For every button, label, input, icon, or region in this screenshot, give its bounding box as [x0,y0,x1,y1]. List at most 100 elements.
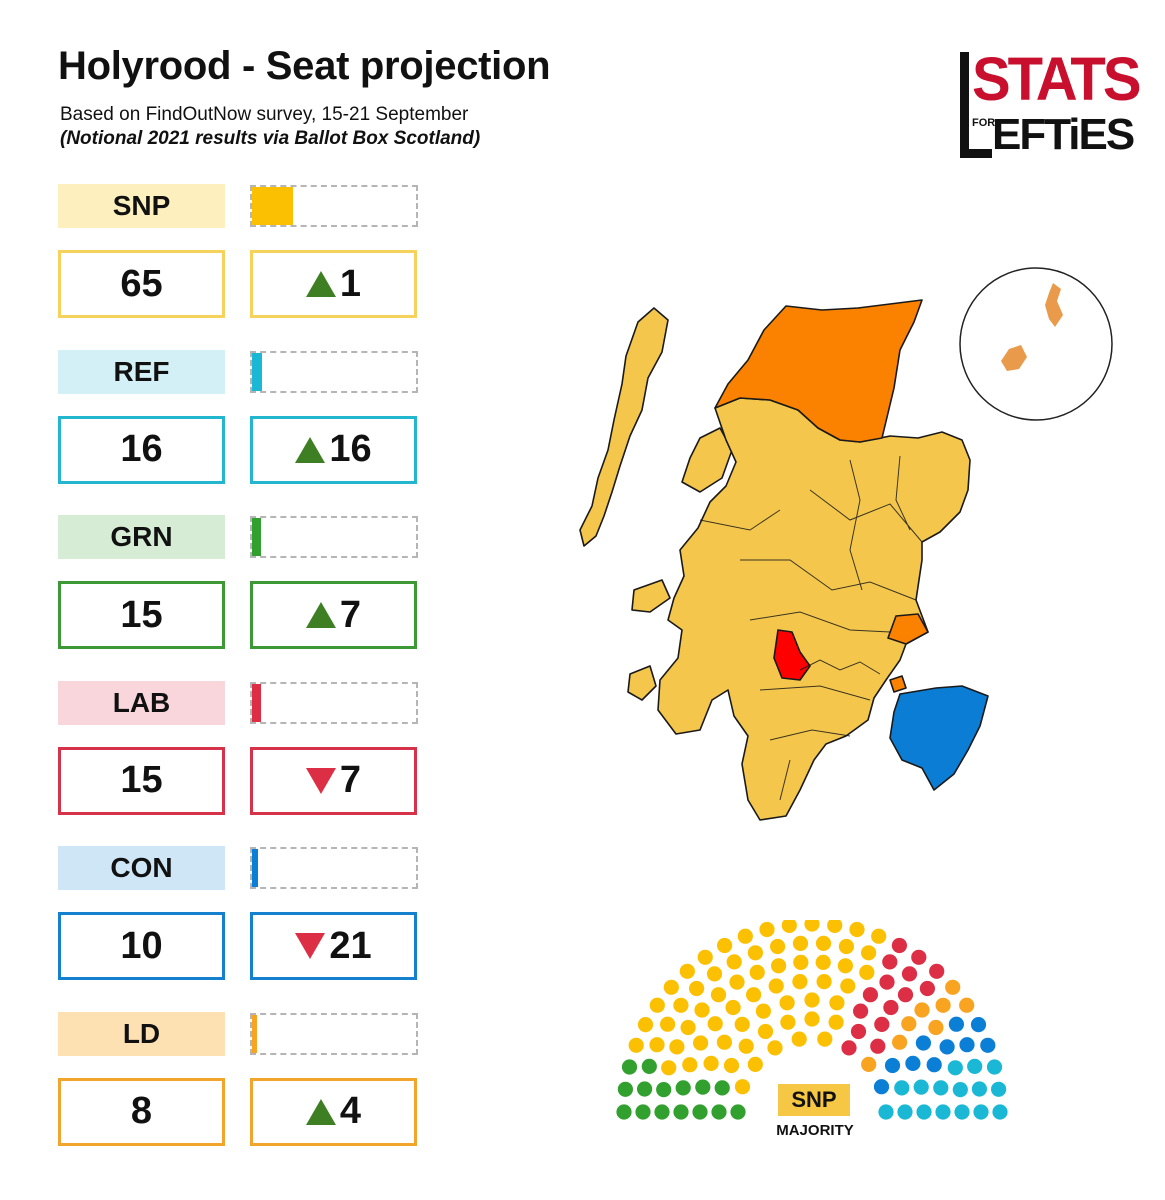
seat-dot-con [926,1057,942,1073]
logo-bar-vertical [960,52,969,158]
seat-dot-snp [673,997,689,1013]
seat-change-ref: 16 [250,415,417,484]
seat-dot-ld [892,1034,908,1050]
seat-dot-snp [781,920,797,933]
seat-count-con: 10 [58,912,225,980]
seat-dot-ld [901,1016,917,1032]
seat-dot-snp [717,937,733,954]
seat-bar-con [252,849,258,887]
down-arrow-icon [295,933,326,959]
seat-bar-snp [252,187,293,225]
seat-dot-ref [952,1082,968,1098]
seat-change-value-ref: 16 [329,428,372,470]
seat-change-grn: 7 [250,581,417,649]
seat-dot-con [939,1039,955,1055]
seat-dot-con [959,1037,975,1053]
seat-dot-lab [911,949,927,965]
seat-dot-ref [916,1104,932,1120]
seat-dot-ref [954,1104,970,1120]
seat-dot-snp [804,1011,820,1027]
seat-change-ld: 4 [250,1077,417,1146]
seat-dot-grn [675,1080,691,1096]
map-western-isles [579,307,669,547]
seat-dot-snp [707,1016,723,1032]
seat-dot-lab [891,937,907,954]
seat-dot-grn [641,1058,657,1074]
map-boundary-3 [749,611,891,633]
seat-dot-snp [828,1014,844,1030]
map-boundary-8 [799,659,881,675]
seat-dot-ld [935,997,951,1013]
seat-count-lab: 15 [58,746,225,815]
seat-change-lab: 7 [250,746,417,815]
seat-bar-track-ld [250,1012,418,1055]
majority-label: MAJORITY [776,1122,854,1139]
inset-shetland [1045,283,1063,327]
seat-dot-lab [883,999,899,1016]
map-boundary-4 [759,685,871,701]
seat-change-value-con: 21 [329,924,372,967]
seat-dot-snp [706,966,723,982]
seat-dot-grn [654,1104,670,1120]
map-boundary-1 [809,489,923,543]
seat-dot-lab [919,980,935,997]
seat-dot-grn [695,1079,711,1095]
seat-dot-snp [660,1016,676,1032]
seat-dot-grn [730,1104,746,1120]
party-label-con: CON [58,846,225,890]
seat-dot-ref [973,1104,989,1120]
stats-for-lefties-logo: STATS FOR EFTiES [960,45,1142,159]
seat-bar-track-con [250,847,418,889]
seat-dot-snp [725,999,741,1016]
seat-dot-snp [649,1037,665,1053]
seat-dot-lab [874,1016,890,1032]
source-note: (Notional 2021 results via Ballot Box Sc… [60,128,481,149]
seat-dot-snp [738,1038,754,1054]
seat-dot-snp [815,935,832,951]
seat-bar-track-grn [250,516,418,558]
seat-dot-lab [882,954,898,970]
map-mainland [657,397,971,821]
map-skye [681,427,733,493]
inset-orkney [1001,345,1027,371]
seat-dot-snp [734,1079,751,1095]
seat-bar-track-lab [250,681,418,724]
map-islay [627,665,657,701]
seat-dot-ref [991,1081,1007,1097]
northern-isles-inset [959,267,1113,421]
seat-dot-snp [816,974,832,990]
seat-dot-snp [767,1040,783,1056]
seat-dot-ref [971,1081,987,1097]
seat-dot-ref [894,1080,910,1096]
seat-dot-grn [714,1080,730,1096]
seat-dot-lab [870,1038,886,1054]
seat-bar-track-ref [250,350,418,393]
seat-change-snp: 1 [250,250,417,318]
seat-dot-grn [616,1104,632,1120]
seat-bar-grn [252,518,261,556]
seat-dot-snp [663,979,679,995]
seat-dot-snp [682,1057,698,1073]
seat-dot-ref [935,1104,951,1120]
seat-dot-snp [768,978,784,994]
seat-count-ld: 8 [58,1077,225,1146]
seat-dot-grn [617,1081,633,1097]
seat-count-snp: 65 [58,250,225,318]
seat-dot-ld [861,1056,877,1072]
seat-dot-snp [729,974,745,990]
seat-dot-ref [897,1104,913,1120]
map-boundary-2 [740,559,917,601]
party-label-ref: REF [58,349,225,394]
seat-dot-snp [804,920,820,932]
seat-dot-grn [635,1104,651,1120]
seat-dot-con [884,1057,901,1074]
seat-bar-ref [252,352,262,391]
party-label-ld: LD [58,1011,225,1056]
logo-for-text: FOR [972,117,996,129]
seat-change-value-grn: 7 [339,593,362,636]
seat-dot-snp [649,997,665,1013]
seat-bar-track-snp [250,185,418,227]
seat-dot-grn [656,1082,672,1098]
seat-dot-con [873,1079,890,1095]
map-boundary-10 [699,509,781,531]
